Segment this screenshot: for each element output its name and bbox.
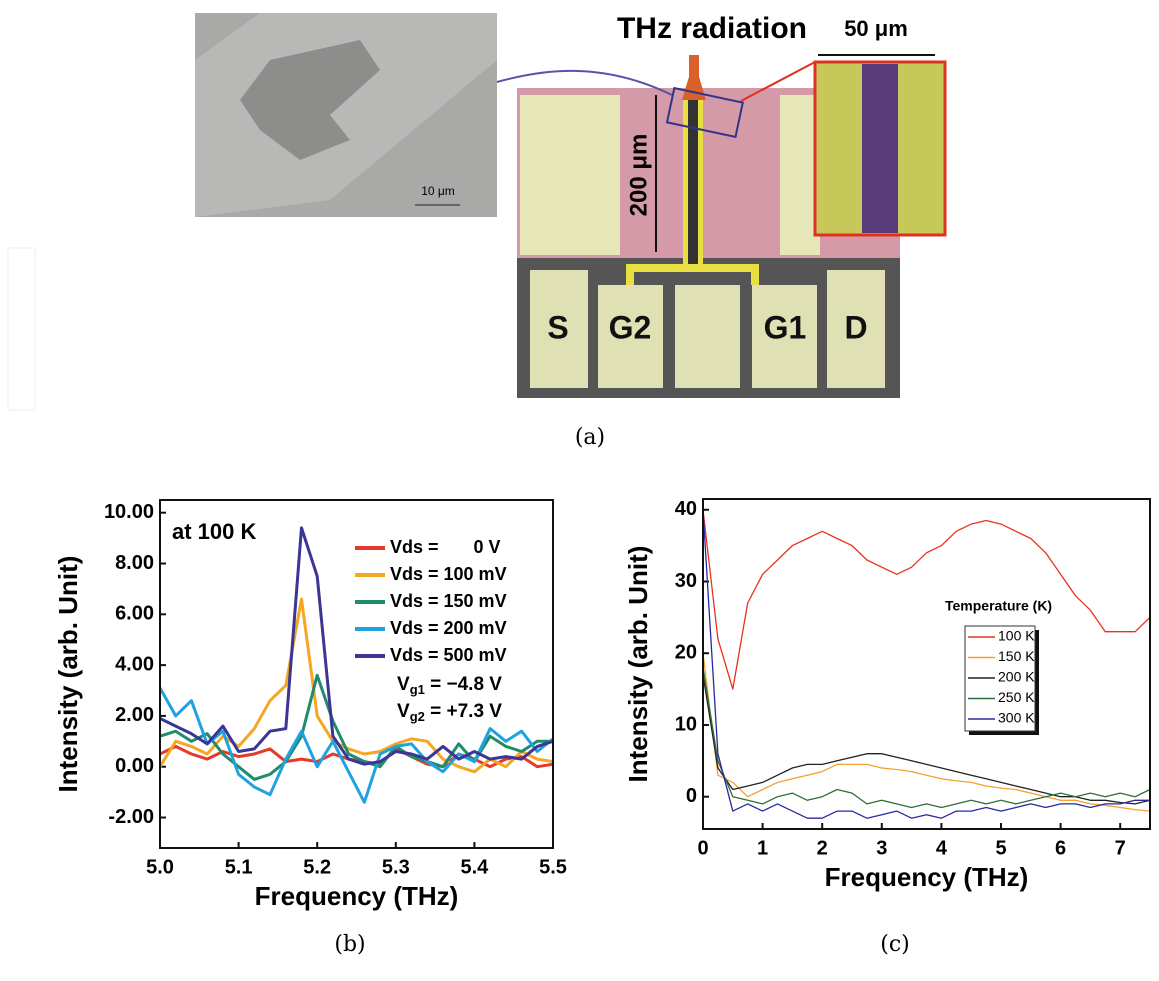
x-tick-label: 5.0 bbox=[146, 856, 174, 878]
gate-voltage: Vg1 = −4.8 V bbox=[397, 674, 502, 697]
panel-label: (c) bbox=[880, 932, 910, 957]
sem-scale: 10 μm bbox=[421, 184, 455, 198]
channel bbox=[688, 95, 698, 270]
zoom-arrow bbox=[496, 69, 673, 96]
data-line bbox=[703, 667, 1150, 809]
legend-label: Vds = 0 V bbox=[390, 537, 501, 557]
x-axis-title: Frequency (THz) bbox=[255, 881, 459, 911]
inset-channel bbox=[862, 64, 898, 233]
y-tick-label: 8.00 bbox=[115, 552, 154, 574]
x-tick-label: 4 bbox=[936, 837, 948, 859]
gate-value: = +7.3 V bbox=[425, 701, 502, 722]
radiation-title: THz radiation bbox=[617, 12, 807, 45]
legend-label: 100 K bbox=[998, 628, 1035, 644]
x-tick-label: 5.4 bbox=[460, 856, 489, 878]
y-tick-label: 0 bbox=[686, 785, 697, 807]
legend-label: Vds = 200 mV bbox=[390, 618, 507, 638]
legend-label: 250 K bbox=[998, 689, 1035, 705]
y-tick-label: 6.00 bbox=[115, 603, 154, 625]
y-tick-label: 10.00 bbox=[104, 501, 154, 523]
pad bbox=[827, 270, 885, 388]
legend-label: Vds = 150 mV bbox=[390, 591, 507, 611]
gate-subscript: g1 bbox=[410, 682, 425, 697]
x-tick-label: 5.1 bbox=[225, 856, 253, 878]
panel-label: (b) bbox=[334, 932, 365, 957]
data-line bbox=[703, 653, 1150, 812]
blank-frame bbox=[7, 247, 36, 411]
annotation: at 100 K bbox=[172, 519, 256, 544]
x-tick-label: 2 bbox=[817, 837, 828, 859]
x-tick-label: 6 bbox=[1055, 837, 1066, 859]
y-tick-label: 20 bbox=[675, 642, 697, 664]
channel-length: 200 μm bbox=[625, 134, 652, 217]
y-tick-label: 4.00 bbox=[115, 653, 154, 675]
pad bbox=[530, 270, 588, 388]
radiation-arrow bbox=[689, 55, 699, 90]
pad-label: S bbox=[547, 309, 568, 345]
legend-label: Vds = 500 mV bbox=[390, 645, 507, 665]
data-line bbox=[703, 509, 1150, 690]
inset-lines bbox=[740, 61, 816, 102]
gate-subscript: g2 bbox=[410, 709, 425, 724]
y-tick-label: 40 bbox=[675, 498, 697, 520]
legend-label: 300 K bbox=[998, 710, 1035, 726]
legend-label: 200 K bbox=[998, 669, 1035, 685]
pad bbox=[780, 95, 820, 255]
x-tick-label: 1 bbox=[757, 837, 768, 859]
legend-label: 150 K bbox=[998, 648, 1035, 664]
data-line bbox=[160, 673, 553, 781]
pad bbox=[520, 95, 620, 255]
gate-symbol: V bbox=[397, 701, 410, 722]
pad bbox=[675, 285, 740, 388]
gate-voltage: Vg2 = +7.3 V bbox=[397, 701, 502, 724]
x-tick-label: 5.2 bbox=[303, 856, 331, 878]
legend-label: Vds = 100 mV bbox=[390, 564, 507, 584]
pad bbox=[752, 285, 817, 388]
pad-label: D bbox=[844, 309, 867, 345]
sem-channel bbox=[240, 40, 380, 160]
x-tick-label: 5.5 bbox=[539, 856, 567, 878]
data-line bbox=[703, 674, 1150, 805]
pad-label: G2 bbox=[609, 309, 652, 345]
data-line bbox=[160, 526, 553, 766]
legend-title: Temperature (K) bbox=[945, 598, 1052, 614]
x-tick-label: 5.3 bbox=[382, 856, 410, 878]
x-tick-label: 5 bbox=[995, 837, 1006, 859]
y-axis-title: Intensity (arb. Unit) bbox=[53, 556, 83, 793]
pad-label: G1 bbox=[764, 309, 807, 345]
x-tick-label: 3 bbox=[876, 837, 887, 859]
y-axis-title: Intensity (arb. Unit) bbox=[623, 546, 653, 783]
y-tick-label: 10 bbox=[675, 713, 697, 735]
y-tick-label: 0.00 bbox=[115, 755, 154, 777]
gate-lead bbox=[626, 264, 759, 285]
gate-value: = −4.8 V bbox=[425, 674, 502, 695]
y-tick-label: 30 bbox=[675, 570, 697, 592]
x-tick-label: 0 bbox=[697, 837, 708, 859]
zoom-box bbox=[665, 86, 744, 139]
data-line bbox=[703, 509, 1150, 819]
y-tick-label: 2.00 bbox=[115, 704, 154, 726]
data-line bbox=[160, 687, 553, 804]
gate-symbol: V bbox=[397, 674, 410, 695]
x-axis-title: Frequency (THz) bbox=[825, 862, 1029, 892]
inset-scale: 50 μm bbox=[844, 16, 908, 41]
plot-frame bbox=[159, 499, 554, 849]
y-tick-label: -2.00 bbox=[108, 806, 154, 828]
x-tick-label: 7 bbox=[1115, 837, 1126, 859]
plot-frame bbox=[702, 498, 1151, 830]
pad bbox=[598, 285, 663, 388]
panel-label: (a) bbox=[575, 425, 605, 450]
